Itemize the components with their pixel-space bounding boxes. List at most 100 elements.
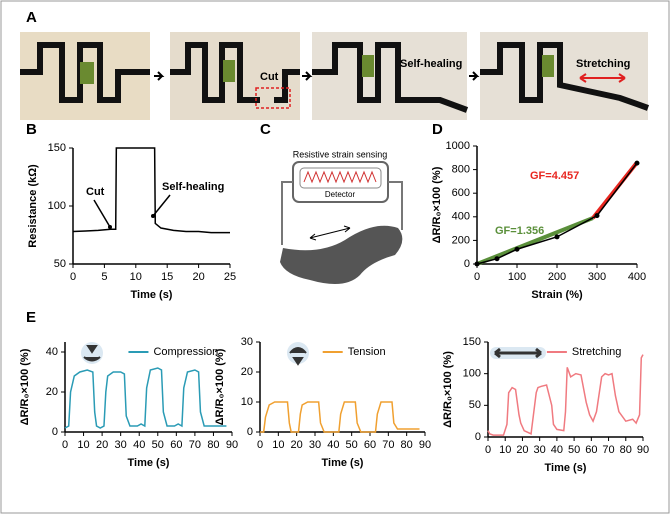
x-tick-label: 10	[130, 271, 142, 283]
x-axis-label: Strain (%)	[531, 289, 583, 301]
x-tick-label: 70	[382, 439, 394, 451]
y-tick-label: 0	[52, 426, 58, 438]
x-axis-label: Time (s)	[545, 462, 587, 474]
x-tick-label: 0	[62, 439, 68, 451]
sensor	[170, 42, 300, 103]
sensor	[312, 42, 469, 113]
x-tick-label: 80	[620, 444, 632, 456]
y-tick-label: 10	[241, 396, 253, 408]
photo-caption: Self-healing	[400, 58, 462, 70]
y-axis-label: ΔR/R₀×100 (%)	[442, 351, 454, 428]
photo-caption: Cut	[260, 71, 279, 83]
y-tick-label: 800	[452, 164, 470, 176]
arrow-head	[151, 214, 155, 218]
resistor	[303, 170, 377, 184]
y-tick-label: 20	[46, 386, 58, 398]
x-tick-label: 25	[224, 271, 236, 283]
x-tick-label: 15	[161, 271, 173, 283]
x-tick-label: 60	[170, 439, 182, 451]
fit-label: GF=1.356	[495, 225, 544, 237]
x-tick-label: 40	[133, 439, 145, 451]
x-tick-label: 20	[192, 271, 204, 283]
x-tick-label: 50	[568, 444, 580, 456]
x-tick-label: 0	[70, 271, 76, 283]
x-tick-label: 90	[637, 444, 649, 456]
point	[494, 256, 500, 262]
y-tick-label: 100	[463, 368, 481, 380]
annotation: Cut	[86, 186, 105, 198]
x-tick-label: 70	[602, 444, 614, 456]
y-tick-label: 100	[48, 200, 66, 212]
series-line	[260, 401, 420, 433]
y-tick-label: 150	[48, 142, 66, 154]
legend-label: Stretching	[572, 346, 622, 358]
series-line	[64, 367, 227, 429]
chip	[223, 60, 235, 82]
chip	[362, 55, 374, 77]
x-tick-label: 30	[309, 439, 321, 451]
y-tick-label: 50	[54, 258, 66, 270]
x-tick-label: 30	[534, 444, 546, 456]
diagram: Resistive strain sensing Detector	[280, 149, 403, 284]
x-tick-label: 20	[516, 444, 528, 456]
sample	[280, 225, 403, 284]
x-tick-label: 0	[485, 444, 491, 456]
y-tick-label: 40	[46, 346, 58, 358]
y-tick-label: 20	[241, 366, 253, 378]
stretch-arrow	[579, 73, 626, 83]
icon	[494, 347, 542, 359]
x-tick-label: 80	[401, 439, 413, 451]
point	[474, 261, 480, 267]
panel-label: B	[26, 121, 37, 138]
x-tick-label: 40	[327, 439, 339, 451]
annotation-arrow	[93, 199, 111, 228]
x-tick-label: 200	[548, 271, 566, 283]
panel-label: D	[432, 121, 443, 138]
chip	[542, 55, 554, 77]
point	[554, 234, 560, 240]
y-tick-label: 150	[463, 336, 481, 348]
arrow-head	[108, 225, 112, 229]
icons	[81, 342, 546, 366]
series-line	[72, 147, 230, 234]
annotation: Self-healing	[162, 181, 224, 193]
x-tick-label: 50	[152, 439, 164, 451]
step-arrow	[154, 71, 480, 81]
x-tick-label: 20	[96, 439, 108, 451]
x-tick-label: 10	[499, 444, 511, 456]
x-tick-label: 90	[226, 439, 238, 451]
legend-label: Tension	[348, 346, 386, 358]
point	[594, 213, 600, 219]
icon	[83, 345, 101, 362]
panel-label: E	[26, 309, 36, 326]
y-tick-label: 1000	[446, 140, 470, 152]
series-line	[487, 354, 644, 436]
sensor	[480, 42, 650, 111]
x-tick-label: 40	[551, 444, 563, 456]
x-tick-label: 70	[189, 439, 201, 451]
legend-label: Compression	[153, 346, 218, 358]
panel-label: C	[260, 121, 271, 138]
x-axis-label: Time (s)	[322, 457, 364, 469]
x-tick-label: 30	[115, 439, 127, 451]
x-tick-label: 60	[364, 439, 376, 451]
photo-caption: Stretching	[576, 58, 630, 70]
x-tick-label: 0	[257, 439, 263, 451]
y-tick-label: 0	[247, 426, 253, 438]
y-tick-label: 200	[452, 234, 470, 246]
y-tick-label: 600	[452, 187, 470, 199]
x-tick-label: 5	[101, 271, 107, 283]
y-tick-label: 0	[464, 258, 470, 270]
series-line	[476, 162, 638, 265]
strain-arrow	[309, 225, 351, 241]
y-tick-label: 50	[469, 399, 481, 411]
annotation-arrow	[152, 194, 171, 217]
x-tick-label: 20	[291, 439, 303, 451]
point	[514, 246, 520, 252]
x-tick-label: 80	[207, 439, 219, 451]
x-axis-label: Time (s)	[128, 457, 170, 469]
y-tick-label: 30	[241, 336, 253, 348]
x-tick-label: 300	[588, 271, 606, 283]
x-tick-label: 400	[628, 271, 646, 283]
wire	[281, 181, 403, 245]
